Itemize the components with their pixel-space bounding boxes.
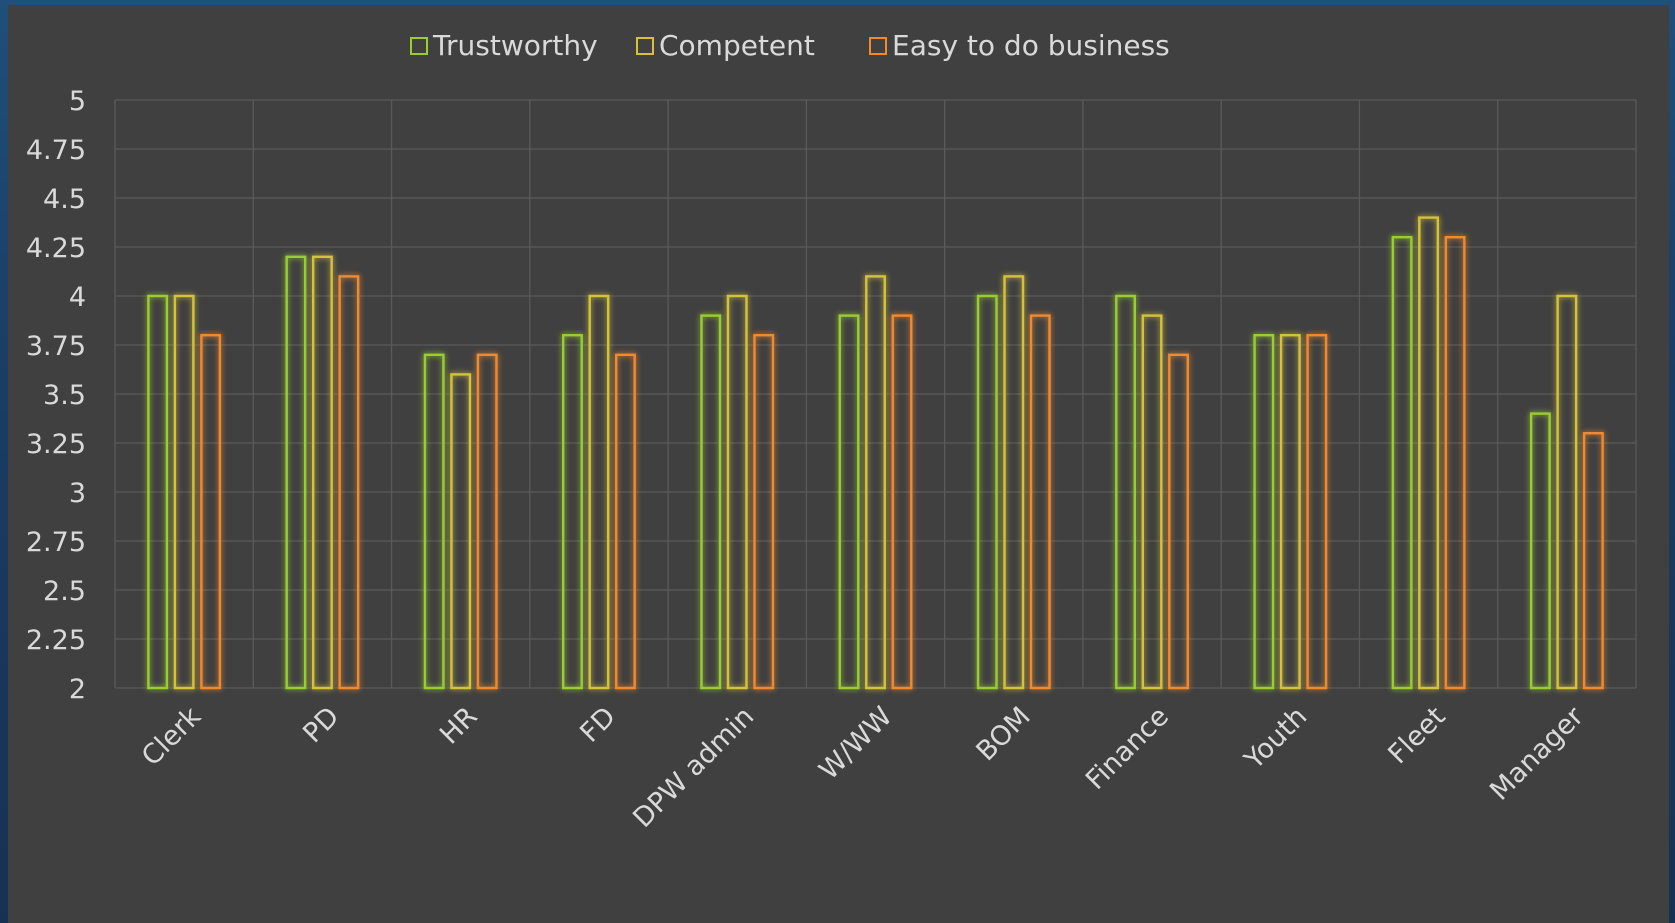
x-tick-label: Manager: [1484, 700, 1590, 806]
legend-label: Trustworthy: [432, 29, 598, 62]
bar-easy-to-do-business-fd: [615, 353, 636, 690]
x-tick-label: W/WW: [813, 701, 898, 786]
bar-trustworthy-youth: [1253, 334, 1275, 690]
x-axis-ticks: Clerk PD HR FD DPW admin W/WW BOM Finance Youth F…: [136, 700, 1591, 834]
bar-easy-to-do-business-fleet: [1444, 235, 1466, 690]
bar-competent-fd: [588, 294, 610, 690]
bar-chart: 2 2.25 2.5 2.75 3 3.25 3.5 3.75 4 4.25 4.5 4.75 5 Cl…: [26, 29, 1637, 834]
bar-competent-fleet: [1418, 216, 1440, 690]
x-tick-label: FD: [574, 701, 622, 749]
y-tick-label: 4.5: [43, 184, 86, 215]
bar-trustworthy-dpw-admin: [700, 314, 722, 690]
legend: Trustworthy Competent Easy to do business: [410, 29, 1170, 62]
bar-trustworthy-finance: [1115, 294, 1136, 690]
bar-trustworthy-hr: [423, 353, 445, 690]
chart-frame: 2 2.25 2.5 2.75 3 3.25 3.5 3.75 4 4.25 4.5 4.75 5 Cl…: [8, 5, 1669, 923]
y-tick-label: 3: [69, 478, 86, 509]
legend-swatch: [869, 37, 887, 55]
bar-competent-youth: [1279, 334, 1301, 690]
legend-swatch: [636, 37, 654, 55]
bar-competent-w-ww: [865, 275, 886, 690]
y-tick-label: 3.5: [43, 380, 86, 411]
bar-competent-pd: [311, 255, 333, 690]
bar-competent-bom: [1003, 275, 1025, 690]
bar-easy-to-do-business-manager: [1582, 432, 1604, 690]
x-tick-label: Clerk: [136, 701, 207, 772]
y-tick-label: 4.75: [26, 135, 86, 166]
bar-trustworthy-clerk: [147, 294, 169, 690]
y-tick-label: 2.75: [26, 527, 86, 558]
bar-competent-dpw-admin: [726, 294, 748, 690]
legend-swatch: [410, 37, 428, 55]
bar-trustworthy-fd: [562, 334, 583, 690]
gridlines: [114, 99, 1637, 689]
bar-easy-to-do-business-finance: [1168, 353, 1189, 690]
x-tick-label: PD: [297, 701, 345, 749]
bar-easy-to-do-business-youth: [1306, 334, 1328, 690]
x-tick-label: DPW admin: [627, 701, 760, 834]
bar-trustworthy-w-ww: [838, 314, 860, 690]
bar-easy-to-do-business-pd: [338, 275, 360, 690]
bar-trustworthy-bom: [976, 294, 998, 690]
y-tick-label: 2.5: [43, 576, 86, 607]
bars: [147, 216, 1604, 690]
bar-trustworthy-manager: [1529, 412, 1551, 690]
bar-trustworthy-fleet: [1391, 235, 1413, 690]
legend-label: Competent: [659, 29, 815, 62]
legend-label: Easy to do business: [892, 29, 1170, 62]
y-axis-ticks: 2 2.25 2.5 2.75 3 3.25 3.5 3.75 4 4.25 4.5 4.75 5: [26, 86, 86, 705]
bar-easy-to-do-business-w-ww: [891, 314, 913, 690]
y-tick-label: 4: [69, 282, 86, 313]
x-tick-label: BOM: [971, 701, 1037, 767]
bar-easy-to-do-business-hr: [476, 353, 498, 690]
y-tick-label: 4.25: [26, 233, 86, 264]
y-tick-label: 3.75: [26, 331, 86, 362]
bar-trustworthy-pd: [285, 255, 307, 690]
bar-easy-to-do-business-clerk: [200, 334, 222, 690]
x-tick-label: Youth: [1238, 701, 1313, 776]
x-tick-label: HR: [434, 701, 484, 751]
bar-easy-to-do-business-bom: [1029, 314, 1051, 690]
bar-competent-hr: [450, 373, 472, 690]
y-tick-label: 5: [69, 86, 86, 117]
bar-competent-clerk: [173, 294, 195, 690]
bar-easy-to-do-business-dpw-admin: [753, 334, 775, 690]
bar-competent-manager: [1556, 294, 1578, 690]
x-tick-label: Fleet: [1382, 701, 1451, 770]
x-tick-label: Finance: [1080, 701, 1175, 796]
y-tick-label: 3.25: [26, 429, 86, 460]
y-tick-label: 2: [69, 674, 86, 705]
bar-competent-finance: [1141, 314, 1163, 690]
y-tick-label: 2.25: [26, 625, 86, 656]
